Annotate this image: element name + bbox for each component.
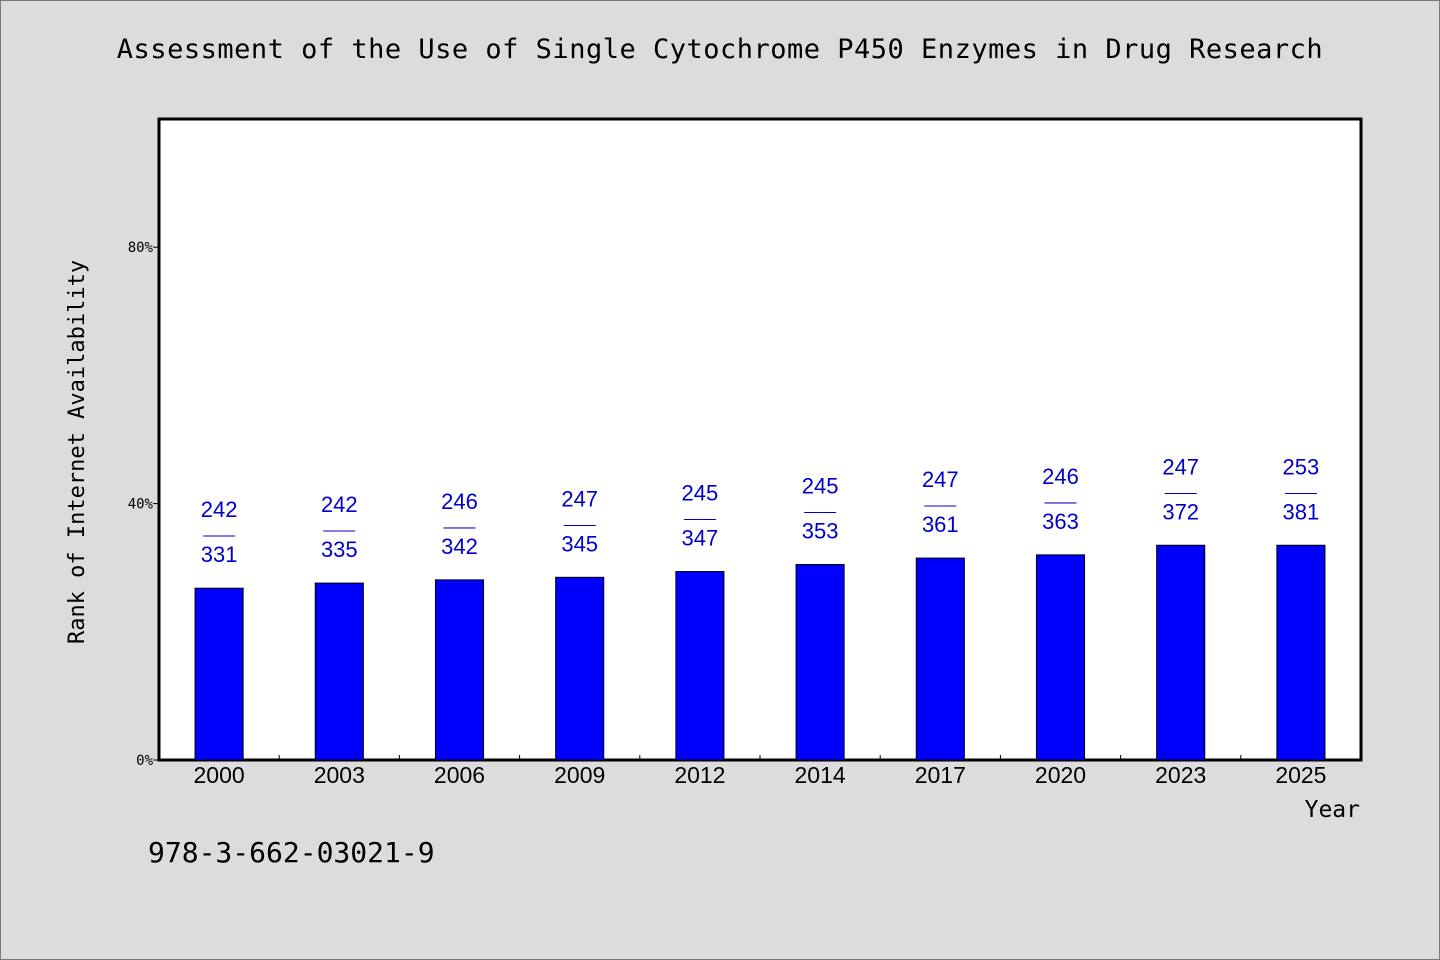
- bar: [434, 579, 485, 761]
- bar-series: [194, 544, 1326, 761]
- x-tick-label: 2012: [674, 762, 725, 788]
- bar: [194, 587, 244, 761]
- data-label: 253 ——381: [1283, 454, 1320, 524]
- data-label: 247 ——372: [1162, 454, 1199, 524]
- data-label-bottom: 335: [321, 537, 358, 562]
- x-tick-label: 2023: [1155, 762, 1206, 788]
- data-label-top: 245: [802, 473, 839, 498]
- bar: [795, 563, 845, 761]
- chart-title: Assessment of the Use of Single Cytochro…: [116, 34, 1324, 65]
- y-axis-label: Rank of Internet Availability: [65, 260, 90, 644]
- data-label: 242 ——331: [201, 497, 238, 567]
- data-label-top: 246: [1042, 464, 1079, 489]
- data-label: 245 ——353: [802, 473, 839, 543]
- data-label-top: 242: [321, 492, 358, 517]
- data-label: 247 ——345: [561, 486, 598, 556]
- data-label: 245 ——347: [682, 481, 719, 551]
- x-tick-label: 2014: [795, 762, 846, 788]
- data-label-separator: ——: [1165, 484, 1197, 501]
- data-label-top: 247: [1162, 454, 1199, 479]
- x-axis: 2000 2003 2006 2009 2012 2014 2017 2020 2023 2025: [194, 755, 1326, 788]
- data-label-top: 253: [1283, 454, 1320, 479]
- bar: [915, 557, 965, 761]
- data-label-separator: ——: [444, 519, 476, 536]
- x-tick-label: 2009: [554, 762, 605, 788]
- data-label-bottom: 345: [561, 531, 598, 556]
- data-labels: 242——331242——335246——342247——345245——347…: [201, 454, 1320, 567]
- data-label-separator: ——: [924, 497, 956, 514]
- bar: [1276, 544, 1326, 761]
- data-label-bottom: 372: [1162, 499, 1199, 524]
- data-label-separator: ——: [1045, 494, 1077, 511]
- data-label-bottom: 347: [682, 526, 719, 551]
- data-label-top: 242: [201, 497, 238, 522]
- y-tick-label: 0%: [136, 753, 153, 769]
- data-label-top: 245: [682, 481, 719, 506]
- bar: [1035, 554, 1086, 761]
- x-tick-label: 2000: [194, 762, 245, 788]
- data-label-separator: ——: [323, 522, 355, 539]
- y-axis: 0% 40% 80%: [128, 240, 159, 769]
- data-label-bottom: 331: [201, 542, 238, 567]
- data-label-bottom: 361: [922, 512, 959, 537]
- data-label-bottom: 363: [1042, 509, 1079, 534]
- data-label-separator: ——: [684, 511, 716, 528]
- x-tick-label: 2017: [915, 762, 966, 788]
- x-tick-label: 2020: [1035, 762, 1086, 788]
- data-label-top: 246: [441, 489, 478, 514]
- x-tick-label: 2003: [314, 762, 365, 788]
- data-label-separator: ——: [203, 527, 235, 544]
- data-label-bottom: 381: [1283, 499, 1320, 524]
- bar: [555, 576, 605, 761]
- y-tick-label: 80%: [128, 240, 154, 256]
- isbn-footnote: 978-3-662-03021-9: [148, 836, 435, 869]
- bar: [314, 582, 364, 761]
- data-label-top: 247: [561, 486, 598, 511]
- data-label: 247 ——361: [922, 467, 959, 537]
- bar: [675, 571, 725, 761]
- y-tick-label: 40%: [128, 497, 154, 513]
- data-label-top: 247: [922, 467, 959, 492]
- data-label-separator: ——: [1285, 484, 1317, 501]
- data-label: 246 ——363: [1042, 464, 1079, 534]
- data-label: 246 ——342: [441, 489, 478, 559]
- data-label-bottom: 353: [802, 518, 839, 543]
- data-label-separator: ——: [564, 516, 596, 533]
- x-tick-label: 2025: [1275, 762, 1326, 788]
- x-tick-label: 2006: [434, 762, 485, 788]
- data-label-bottom: 342: [441, 534, 478, 559]
- bar: [1156, 544, 1206, 761]
- data-label: 242 ——335: [321, 492, 358, 562]
- data-label-separator: ——: [804, 503, 836, 520]
- x-axis-label: Year: [1305, 797, 1360, 823]
